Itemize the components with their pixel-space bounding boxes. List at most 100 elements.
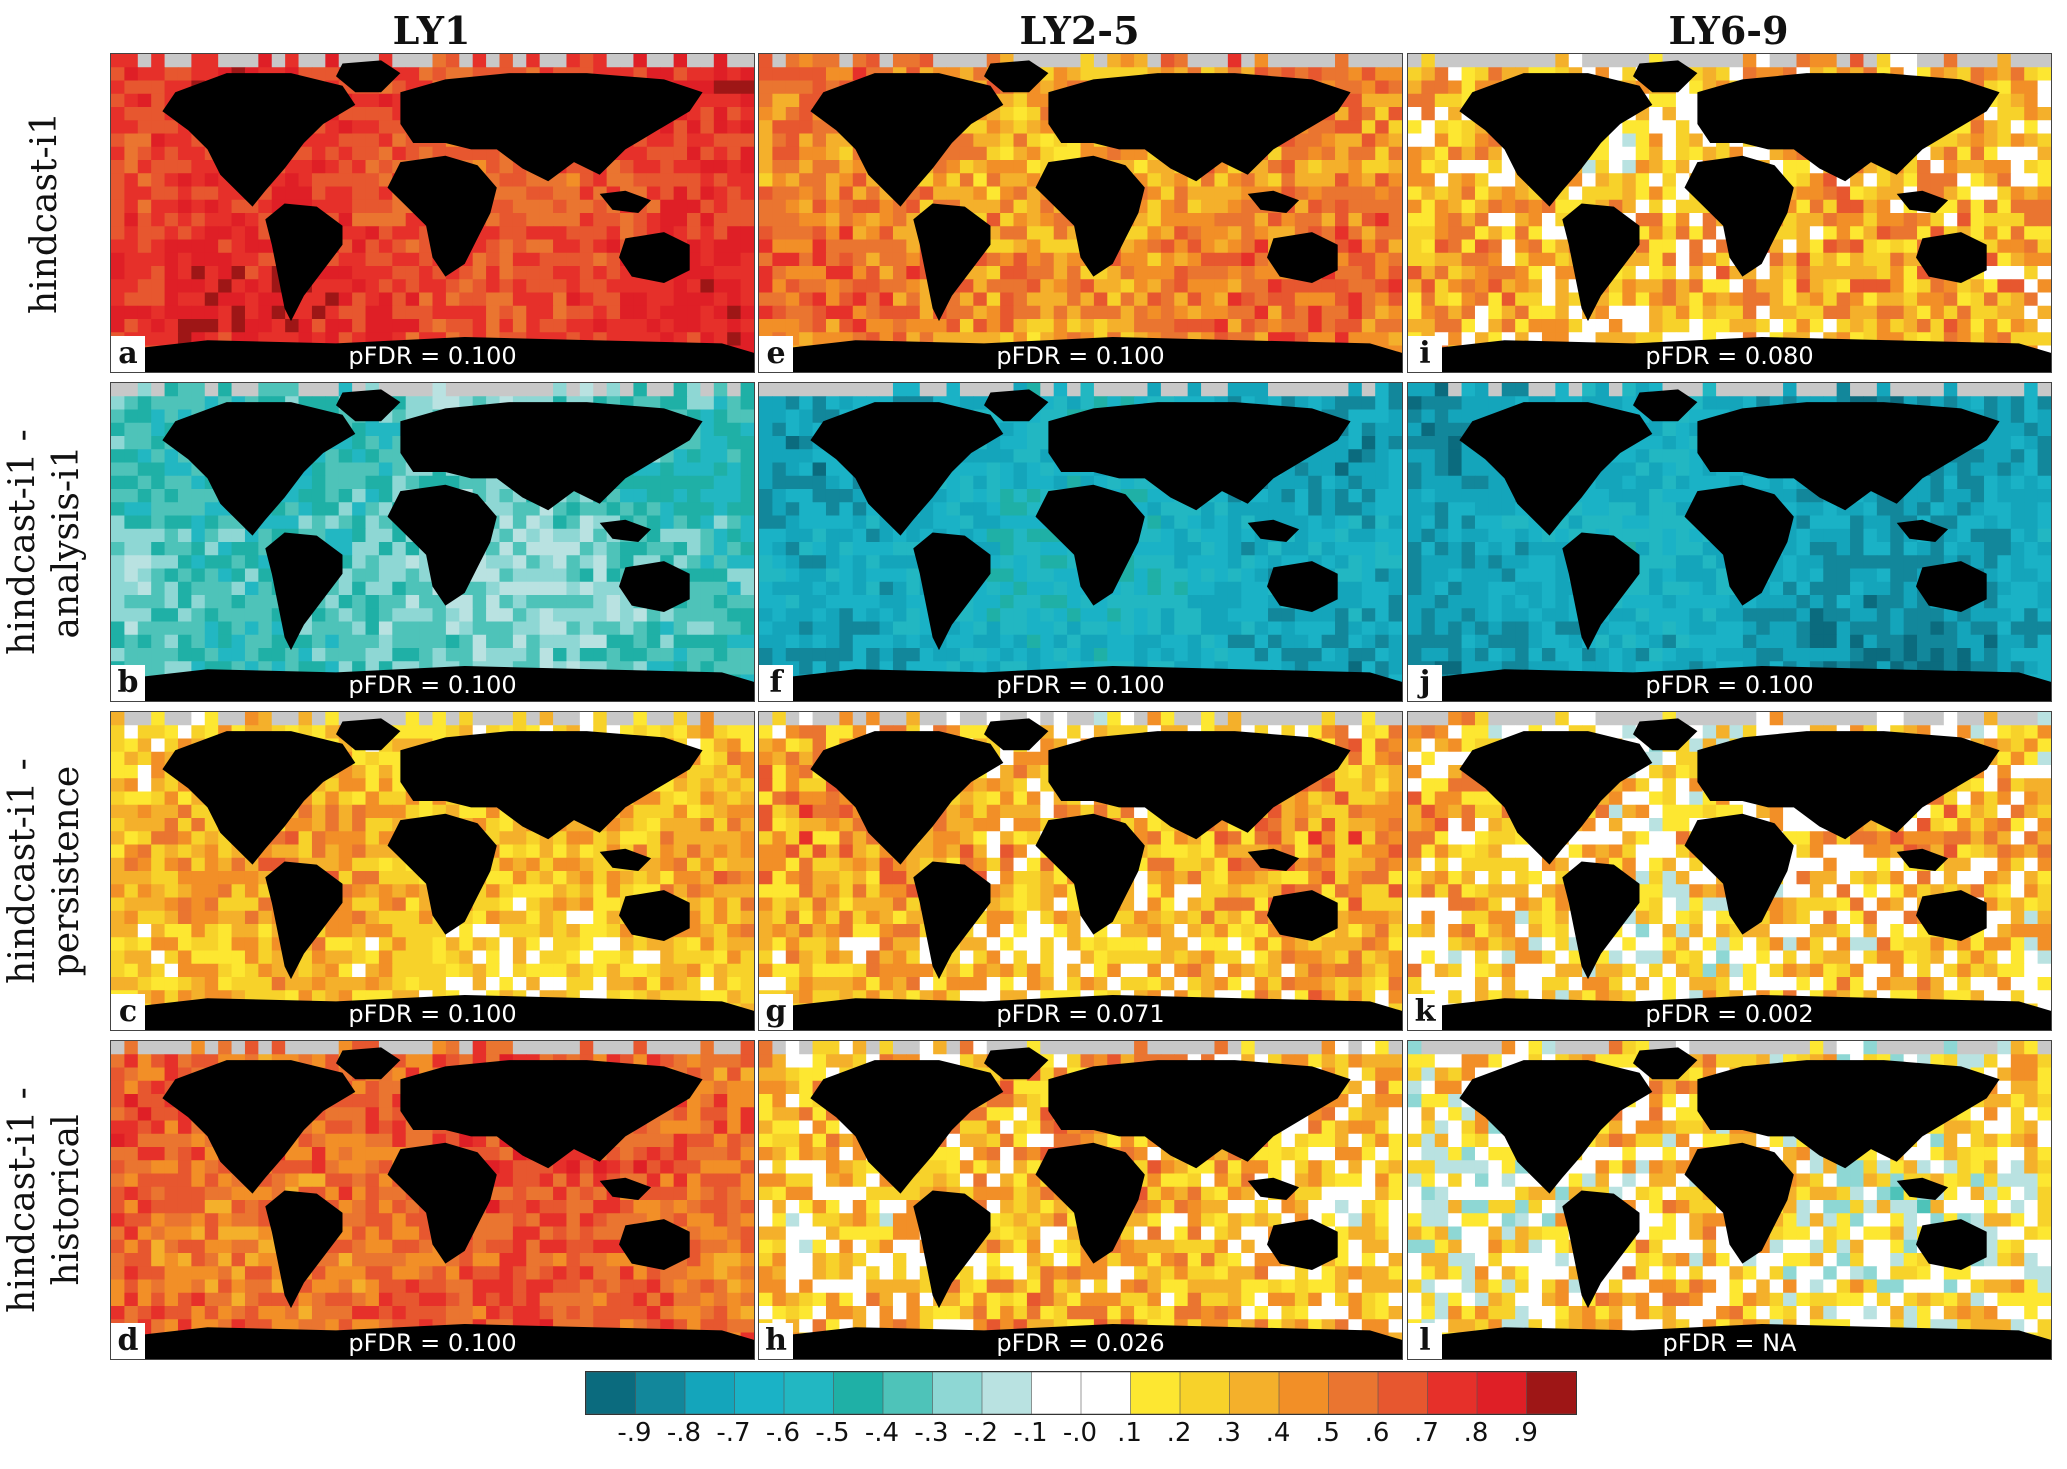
grid-cell bbox=[1375, 252, 1390, 267]
grid-cell bbox=[772, 462, 787, 477]
grid-cell bbox=[285, 186, 299, 201]
grid-cell bbox=[1348, 133, 1363, 148]
grid-cell bbox=[1093, 305, 1108, 320]
grid-cell bbox=[1997, 67, 2012, 81]
grid-cell bbox=[1348, 120, 1363, 134]
grid-cell bbox=[1080, 54, 1095, 68]
grid-cell bbox=[124, 292, 139, 307]
grid-cell bbox=[673, 160, 688, 174]
grid-cell bbox=[1187, 186, 1202, 201]
grid-cell bbox=[258, 634, 273, 649]
grid-cell bbox=[1662, 146, 1677, 161]
grid-cell bbox=[1474, 146, 1489, 161]
grid-cell bbox=[325, 67, 340, 81]
grid-cell bbox=[2024, 80, 2039, 95]
grid-cell bbox=[151, 634, 165, 649]
grid-cell bbox=[151, 449, 165, 463]
grid-cell bbox=[419, 279, 433, 293]
grid-cell bbox=[1201, 213, 1215, 227]
grid-cell bbox=[919, 186, 934, 201]
grid-cell bbox=[204, 568, 219, 583]
grid-cell bbox=[772, 186, 787, 201]
grid-cell bbox=[1876, 226, 1891, 240]
continent-7 bbox=[1408, 337, 2051, 372]
grid-cell bbox=[244, 383, 259, 397]
grid-cell bbox=[1174, 292, 1189, 307]
grid-cell bbox=[151, 621, 165, 636]
grid-cell bbox=[1448, 239, 1462, 254]
grid-cell bbox=[2024, 252, 2039, 267]
grid-cell bbox=[1970, 160, 1985, 174]
grid-cell bbox=[1160, 252, 1175, 267]
grid-cell bbox=[124, 226, 139, 240]
grid-cell bbox=[1174, 305, 1189, 320]
grid-cell bbox=[1067, 383, 1081, 397]
grid-cell bbox=[772, 396, 787, 410]
grid-cell bbox=[111, 226, 125, 240]
grid-cell bbox=[1876, 239, 1891, 254]
grid-cell bbox=[1375, 305, 1390, 320]
grid-cell bbox=[1434, 146, 1449, 161]
grid-cell bbox=[2037, 67, 2051, 81]
grid-cell bbox=[1281, 160, 1296, 174]
grid-cell bbox=[137, 409, 152, 424]
grid-cell bbox=[244, 634, 259, 649]
grid-cell bbox=[526, 239, 541, 254]
grid-cell bbox=[772, 120, 787, 134]
grid-cell bbox=[512, 226, 527, 240]
grid-cell bbox=[646, 383, 661, 397]
grid-cell bbox=[852, 213, 867, 227]
grid-cell bbox=[177, 319, 192, 333]
grid-cell bbox=[1000, 239, 1014, 254]
grid-cell bbox=[459, 279, 474, 293]
grid-cell bbox=[1675, 292, 1690, 307]
grid-cell bbox=[740, 542, 754, 556]
grid-cell bbox=[311, 160, 326, 174]
grid-cell bbox=[338, 199, 353, 214]
grid-cell bbox=[579, 213, 594, 227]
grid-cell bbox=[553, 528, 567, 543]
grid-cell bbox=[352, 581, 366, 596]
grid-cell bbox=[1876, 305, 1891, 320]
grid-cell bbox=[338, 319, 353, 333]
grid-cell bbox=[1474, 266, 1489, 280]
grid-cell bbox=[486, 634, 500, 649]
grid-cell bbox=[311, 67, 326, 81]
grid-cell bbox=[646, 292, 661, 307]
grid-cell bbox=[137, 489, 152, 503]
grid-cell bbox=[2010, 319, 2025, 333]
grid-cell bbox=[1943, 279, 1958, 293]
grid-cell bbox=[151, 608, 165, 622]
grid-cell bbox=[687, 279, 701, 293]
grid-cell bbox=[338, 173, 353, 187]
grid-cell bbox=[1675, 93, 1690, 108]
grid-cell bbox=[1997, 199, 2012, 214]
grid-cell bbox=[772, 305, 787, 320]
grid-cell bbox=[772, 409, 787, 424]
grid-cell bbox=[1823, 319, 1838, 333]
grid-cell bbox=[906, 292, 921, 307]
grid-cell bbox=[713, 409, 728, 424]
grid-cell bbox=[892, 383, 907, 397]
grid-cell bbox=[772, 226, 787, 240]
grid-cell bbox=[713, 279, 728, 293]
grid-cell bbox=[852, 226, 867, 240]
grid-cell bbox=[1335, 186, 1349, 201]
row-title-line2: analysis-i1 bbox=[46, 445, 87, 639]
grid-cell bbox=[459, 305, 474, 320]
grid-cell bbox=[772, 436, 787, 450]
grid-cell bbox=[1434, 54, 1449, 68]
grid-cell bbox=[325, 648, 340, 662]
grid-cell bbox=[512, 542, 527, 556]
grid-cell bbox=[2010, 93, 2025, 108]
grid-cell bbox=[419, 252, 433, 267]
grid-cell bbox=[986, 292, 1001, 307]
grid-cell bbox=[539, 199, 554, 214]
grid-cell bbox=[338, 542, 353, 556]
grid-cell bbox=[1174, 279, 1189, 293]
grid-cell bbox=[1375, 383, 1390, 397]
grid-cell bbox=[325, 475, 340, 490]
grid-cell bbox=[1662, 292, 1677, 307]
grid-cell bbox=[1268, 383, 1282, 397]
grid-cell bbox=[392, 581, 407, 596]
